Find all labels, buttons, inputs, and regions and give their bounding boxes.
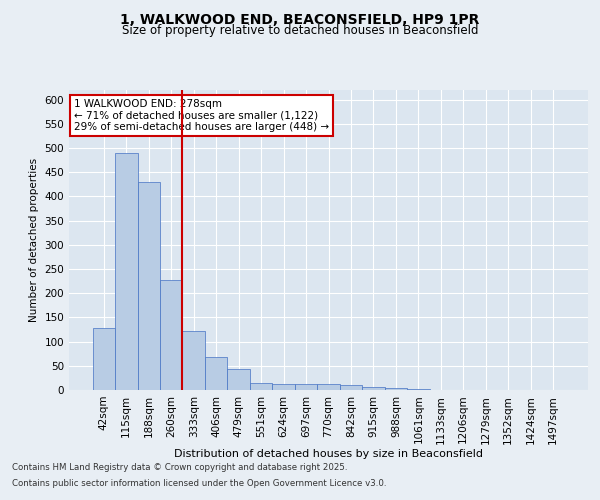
Text: Contains public sector information licensed under the Open Government Licence v3: Contains public sector information licen…	[12, 478, 386, 488]
Bar	[250, 383, 272, 390]
Bar	[205, 357, 227, 390]
Bar	[115, 153, 137, 390]
Bar	[92, 328, 115, 390]
Text: 1 WALKWOOD END: 278sqm
← 71% of detached houses are smaller (1,122)
29% of semi-: 1 WALKWOOD END: 278sqm ← 71% of detached…	[74, 99, 329, 132]
Text: Contains HM Land Registry data © Crown copyright and database right 2025.: Contains HM Land Registry data © Crown c…	[12, 464, 347, 472]
Bar	[295, 384, 317, 390]
X-axis label: Distribution of detached houses by size in Beaconsfield: Distribution of detached houses by size …	[174, 449, 483, 459]
Bar	[340, 385, 362, 390]
Bar	[272, 384, 295, 390]
Bar	[317, 384, 340, 390]
Bar	[182, 331, 205, 390]
Bar	[407, 389, 430, 390]
Bar	[362, 386, 385, 390]
Bar	[227, 369, 250, 390]
Text: 1, WALKWOOD END, BEACONSFIELD, HP9 1PR: 1, WALKWOOD END, BEACONSFIELD, HP9 1PR	[121, 12, 479, 26]
Bar	[385, 388, 407, 390]
Bar	[160, 280, 182, 390]
Bar	[137, 182, 160, 390]
Text: Size of property relative to detached houses in Beaconsfield: Size of property relative to detached ho…	[122, 24, 478, 37]
Y-axis label: Number of detached properties: Number of detached properties	[29, 158, 39, 322]
